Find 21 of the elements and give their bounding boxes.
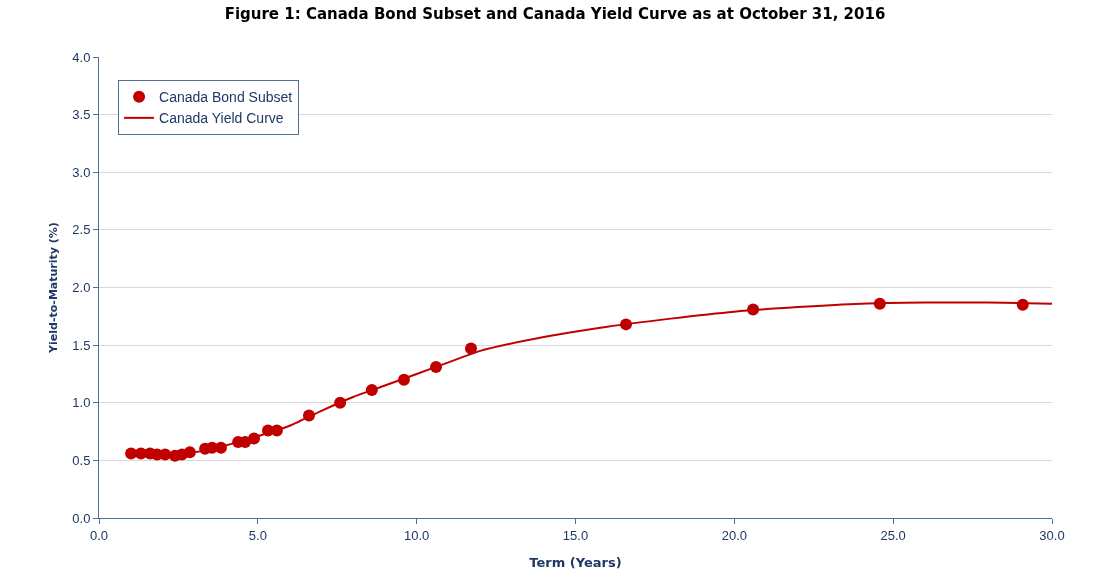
x-tick-label: 0.0 [89, 527, 109, 543]
x-tick-label: 10.0 [404, 527, 430, 543]
x-tick-label: 25.0 [880, 527, 906, 543]
y-tick-label: 2.5 [72, 222, 91, 238]
x-tick-label: 5.0 [248, 527, 267, 543]
chart-title: Figure 1: Canada Bond Subset and Canada Yield Curve as at October 31, 2016 [224, 5, 886, 24]
y-tick-label: 3.0 [72, 164, 91, 180]
x-tick-label: 30.0 [1039, 527, 1065, 543]
y-tick-label: 0.0 [72, 510, 91, 526]
y-tick-label: 4.0 [72, 49, 91, 65]
y-axis-title: Yield-to-Maturity (%) [46, 222, 60, 354]
x-tick-label: 15.0 [562, 527, 589, 543]
y-tick-label: 2.0 [72, 280, 91, 296]
x-tick-label: 20.0 [721, 527, 747, 543]
y-tick-label: 1.5 [72, 337, 91, 353]
y-tick-label: 0.5 [72, 452, 91, 468]
legend-label: Canada Yield Curve [159, 110, 284, 127]
legend-label: Canada Bond Subset [159, 89, 293, 106]
y-tick-label: 3.5 [72, 107, 91, 123]
x-axis-title: Term (Years) [529, 555, 622, 570]
y-tick-label: 1.0 [72, 395, 91, 411]
